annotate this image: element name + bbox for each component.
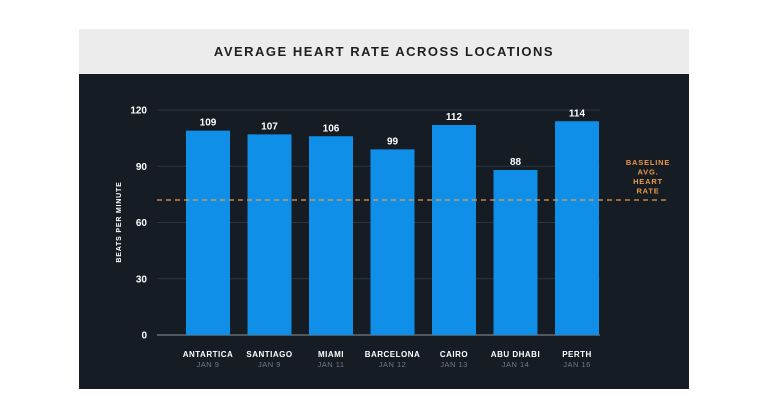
category-label: CAIRO xyxy=(440,350,468,359)
category-label: ANTARTICA xyxy=(183,350,234,359)
y-tick-labels: 0 30 60 90 120 xyxy=(130,106,147,342)
category-label: SANTIAGO xyxy=(246,350,292,359)
date-label: JAN 9 xyxy=(197,360,220,369)
bar xyxy=(555,121,599,335)
date-label: JAN 13 xyxy=(440,360,468,369)
data-label: 106 xyxy=(323,123,340,134)
baseline-label-line: HEART xyxy=(633,177,663,186)
data-label: 88 xyxy=(510,157,522,168)
date-label: JAN 14 xyxy=(502,360,530,369)
y-tick-label: 30 xyxy=(136,274,148,285)
value-labels: 109 107 106 99 112 88 114 xyxy=(200,108,586,168)
bar xyxy=(309,136,353,335)
bar xyxy=(186,130,230,335)
bar xyxy=(432,125,476,335)
data-label: 109 xyxy=(200,118,217,129)
chart-title: AVERAGE HEART RATE ACROSS LOCATIONS xyxy=(213,44,555,59)
bars xyxy=(186,121,599,335)
bar xyxy=(370,149,415,335)
y-axis-label: BEATS PER MINUTE xyxy=(116,181,123,262)
category-label: ABU DHABI xyxy=(491,350,540,359)
date-label: JAN 9 xyxy=(258,360,281,369)
data-label: 107 xyxy=(261,121,278,132)
chart-title-bar: AVERAGE HEART RATE ACROSS LOCATIONS xyxy=(79,29,689,74)
y-tick-label: 0 xyxy=(141,331,147,342)
date-label: JAN 16 xyxy=(563,360,591,369)
date-label: JAN 12 xyxy=(379,360,407,369)
y-tick-label: 90 xyxy=(136,162,148,173)
data-label: 99 xyxy=(387,136,399,147)
category-label: PERTH xyxy=(562,350,592,359)
category-label: BARCELONA xyxy=(365,350,421,359)
baseline-label-line: AVG. xyxy=(638,168,659,177)
baseline-label-line: BASELINE xyxy=(626,158,670,167)
y-tick-label: 60 xyxy=(136,218,148,229)
data-label: 114 xyxy=(569,108,586,119)
bar xyxy=(247,134,292,335)
y-tick-label: 120 xyxy=(130,106,147,117)
baseline-label-line: RATE xyxy=(636,187,659,196)
bar xyxy=(493,170,538,335)
category-label: MIAMI xyxy=(318,350,344,359)
date-label: JAN 11 xyxy=(317,360,344,369)
data-label: 112 xyxy=(446,112,463,123)
